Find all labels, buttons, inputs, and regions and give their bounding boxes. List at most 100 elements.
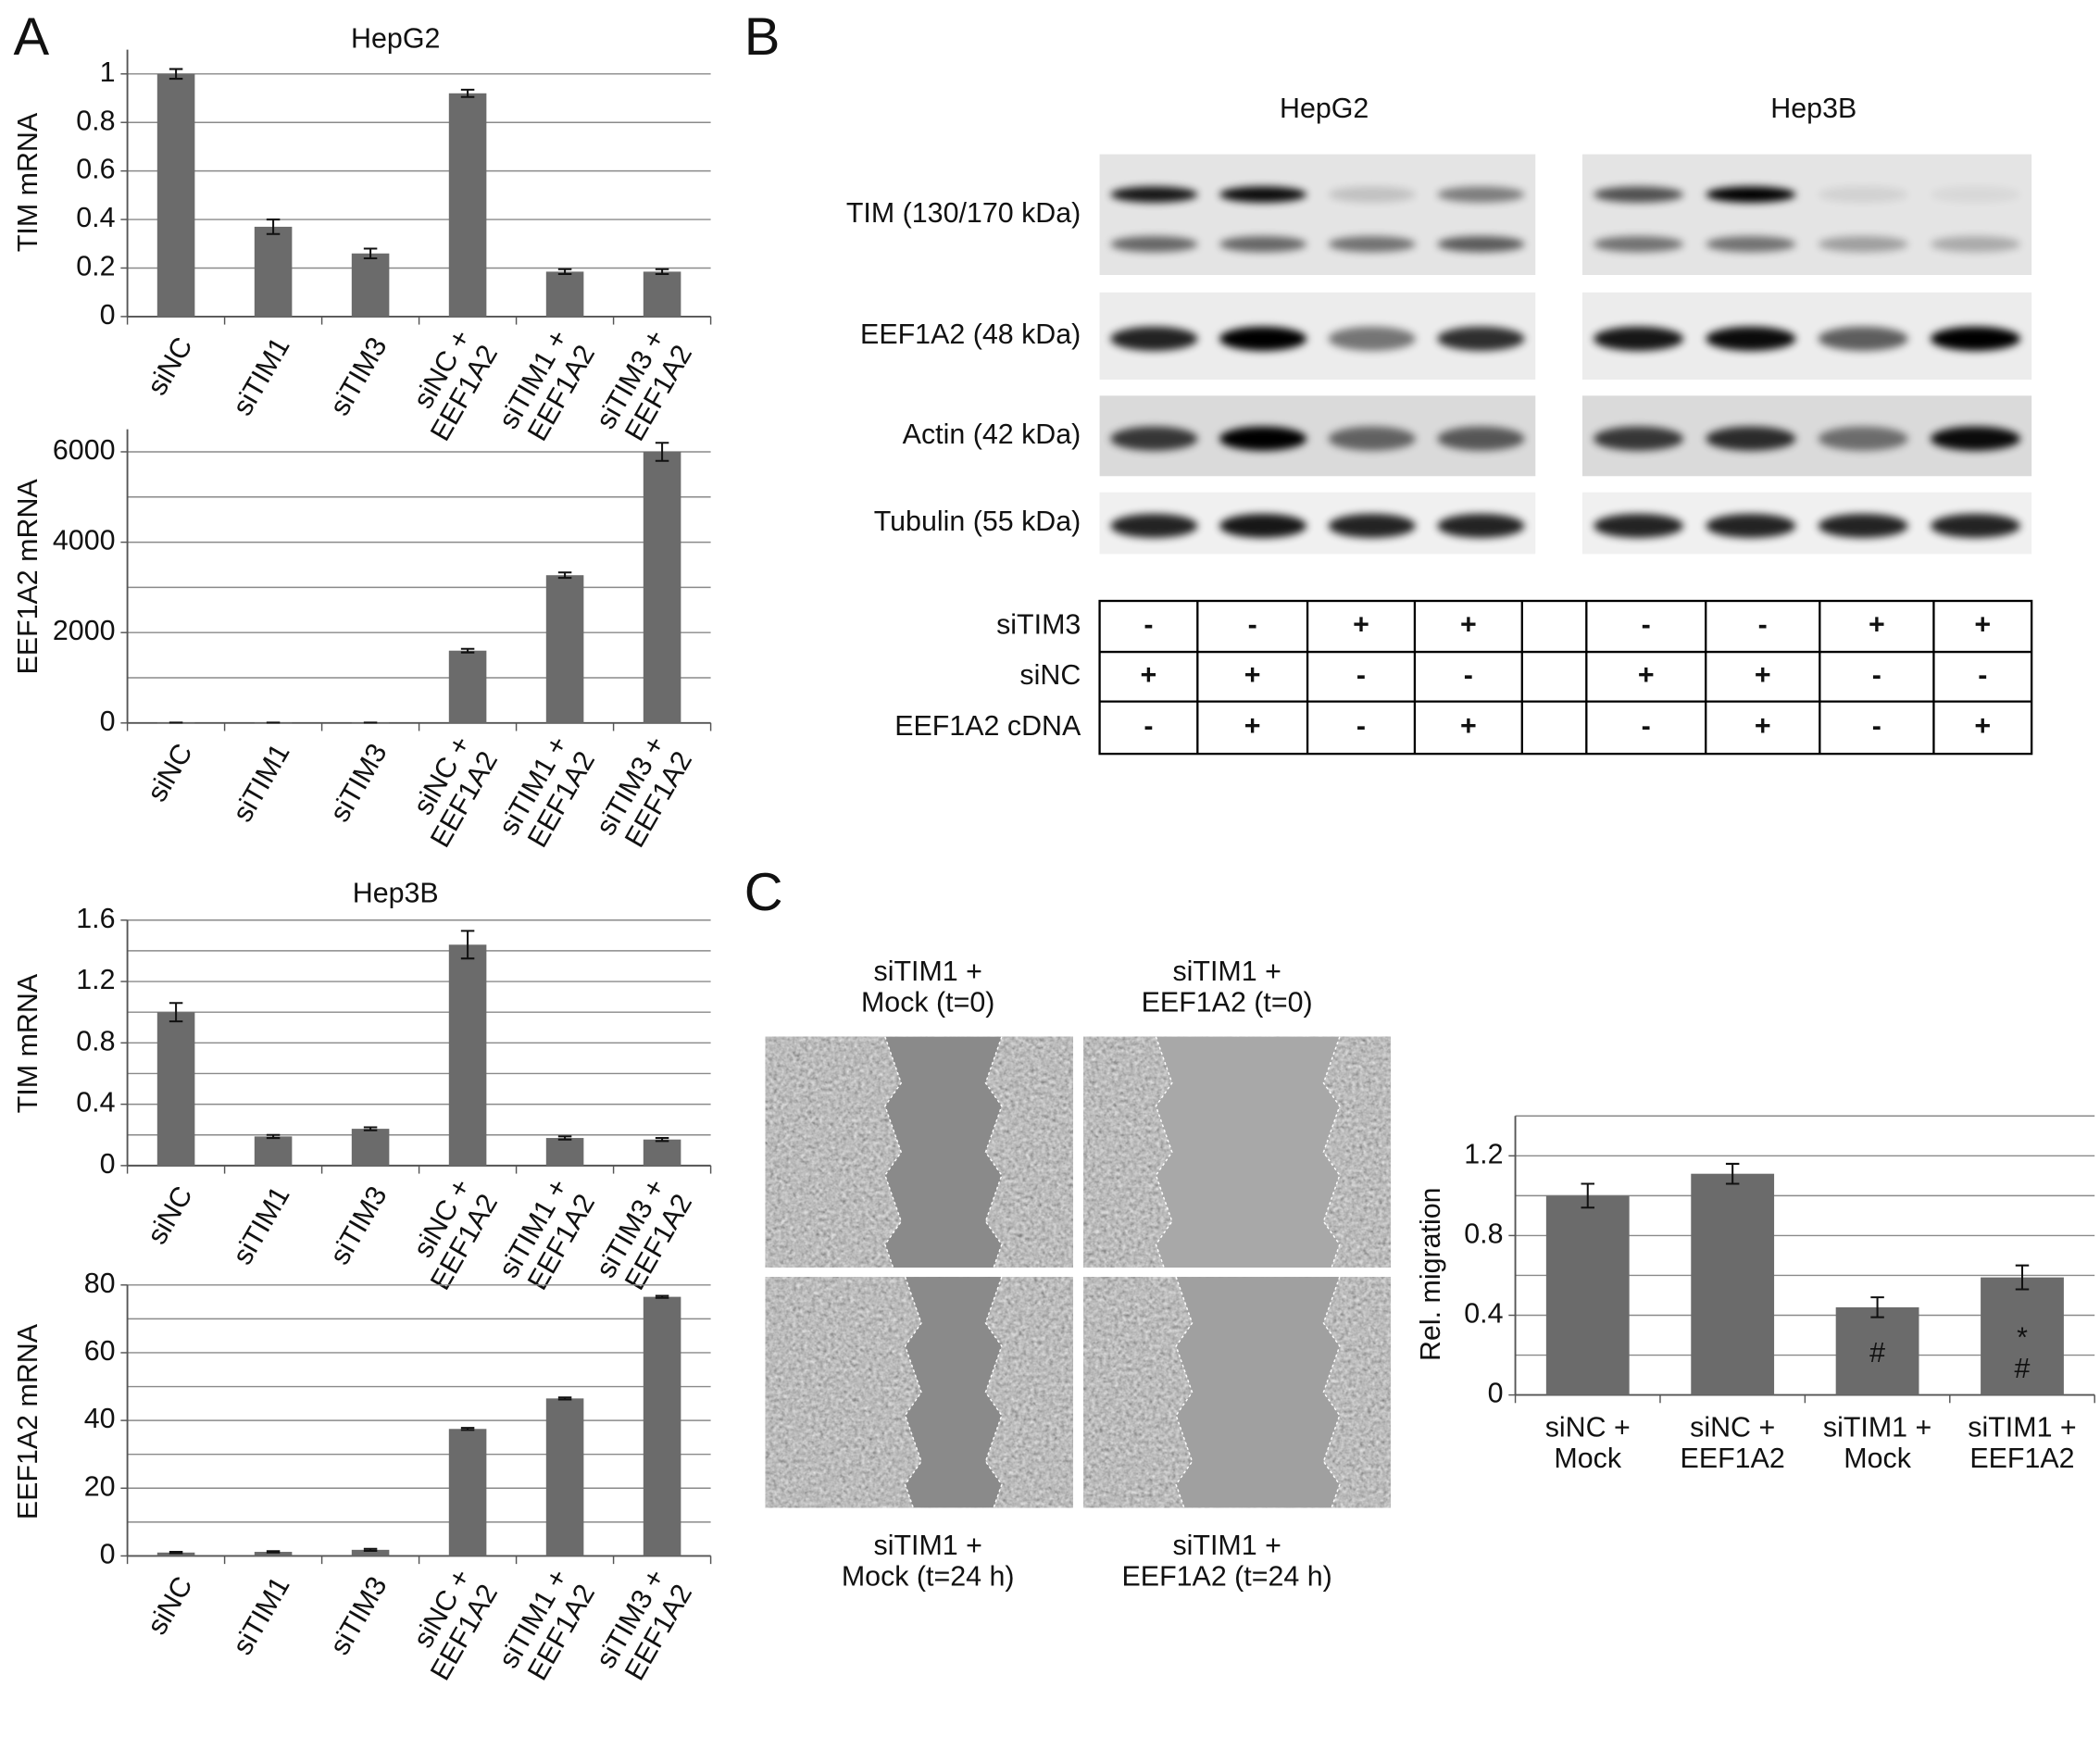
y-tick-label: 6000	[53, 434, 116, 466]
blot-band	[1328, 235, 1416, 253]
wound-gap	[884, 1036, 1002, 1268]
y-axis-label: EEF1A2 mRNA	[12, 1323, 44, 1519]
y-tick-label: 0	[100, 706, 116, 737]
blot-band	[1594, 186, 1684, 203]
blot-band	[1930, 426, 2021, 451]
blot-band	[1219, 426, 1307, 451]
blot-band	[1219, 186, 1307, 203]
x-tick-label: siTIM1	[227, 738, 296, 827]
wound-edge	[984, 1036, 1003, 1268]
bar-annotation: #	[1869, 1337, 1885, 1368]
wound-edge	[884, 1036, 903, 1268]
table-cell: +	[1460, 609, 1477, 641]
bar	[351, 253, 390, 317]
table-cell: -	[1464, 659, 1473, 691]
error-bar	[655, 1294, 669, 1299]
bar	[254, 1552, 293, 1556]
blot-band	[1110, 426, 1198, 451]
blot-band	[1219, 235, 1307, 253]
bar	[448, 650, 487, 723]
error-bar	[557, 571, 572, 580]
table-cell: +	[1974, 609, 1991, 641]
text-line: #	[2015, 1353, 2031, 1384]
y-axis-label: EEF1A2 mRNA	[12, 479, 44, 675]
bar	[351, 1549, 390, 1556]
blot-band	[1706, 235, 1796, 253]
micrograph-label: siTIM1 + Mock (t=24 h)	[842, 1530, 1015, 1592]
x-tick-label: siTIM3 +EEF1A2	[590, 1173, 698, 1298]
y-tick-label: 0	[100, 1538, 116, 1569]
wound-edge	[1175, 1276, 1194, 1508]
error-bar	[169, 1551, 183, 1555]
y-tick-label: 4000	[53, 525, 116, 556]
blot-band	[1594, 326, 1684, 351]
x-tick-label: siTIM3	[324, 1181, 394, 1269]
blot-band	[1328, 186, 1416, 203]
error-bar	[460, 647, 475, 654]
blot-band	[1328, 426, 1416, 451]
panel-label: B	[744, 7, 781, 67]
blot-band	[1594, 513, 1684, 538]
error-bar	[2015, 1264, 2030, 1291]
chart-title: HepG2	[351, 22, 440, 54]
text-line: siTIM1 +	[1172, 956, 1281, 987]
row-label: siNC	[1019, 659, 1081, 691]
protein-label: EEF1A2 (48 kDa)	[860, 319, 1081, 350]
x-tick-label: siNC +EEF1A2	[397, 324, 504, 446]
table-cell: -	[1248, 609, 1257, 641]
table-cell: -	[1758, 609, 1768, 641]
error-bar	[266, 219, 281, 235]
blot-band	[1110, 326, 1198, 351]
blot-band	[1706, 426, 1796, 451]
error-bar	[655, 442, 669, 462]
y-tick-label: 40	[84, 1403, 116, 1434]
text-line: *	[2017, 1321, 2028, 1353]
text-line: siTIM1 +	[1823, 1411, 1931, 1443]
table-cell: +	[1974, 710, 1991, 742]
table-cell: -	[1144, 609, 1153, 641]
x-tick-label: siTIM3 +EEF1A2	[590, 1564, 698, 1689]
error-bar	[1581, 1182, 1594, 1209]
blot-band	[1706, 186, 1796, 203]
blot-band	[1437, 513, 1525, 538]
y-tick-label: 0.8	[76, 1025, 115, 1056]
text-line: siTIM1 +	[873, 956, 981, 987]
bar	[545, 1138, 584, 1166]
y-axis-label: TIM mRNA	[12, 112, 44, 252]
wound-edge	[1155, 1036, 1173, 1268]
protein-label: Actin (42 kDa)	[903, 419, 1081, 450]
x-tick-label: siTIM1 +EEF1A2	[493, 731, 601, 856]
micrograph-label: siTIM1 + EEF1A2 (t=0)	[1142, 956, 1313, 1018]
blot-band	[1110, 235, 1198, 253]
y-tick-label: 0.8	[1464, 1218, 1503, 1249]
text-line: Mock	[1844, 1443, 1911, 1474]
bar	[643, 271, 681, 317]
x-tick-label: siNC +EEF1A2	[1681, 1411, 1785, 1473]
table-cell: -	[1642, 609, 1651, 641]
y-tick-label: 0	[1488, 1378, 1504, 1409]
bar	[254, 226, 293, 317]
blot-band	[1930, 326, 2021, 351]
y-axis-label: Rel. migration	[1415, 1187, 1446, 1361]
blot-band	[1328, 326, 1416, 351]
text-line: Mock (t=24 h)	[842, 1560, 1015, 1592]
blot-band	[1437, 186, 1525, 203]
cell-line-label: HepG2	[1280, 93, 1369, 124]
bar	[156, 73, 195, 317]
x-tick-label: siTIM3	[324, 738, 394, 827]
y-tick-label: 1.2	[76, 964, 115, 995]
error-bar	[266, 1550, 281, 1554]
text-line: siTIM1 +	[1968, 1411, 2076, 1443]
wound-edge	[984, 1276, 1003, 1508]
x-tick-label: siNC + Mock	[1545, 1411, 1631, 1473]
blot-band	[1706, 326, 1796, 351]
error-bar	[363, 1126, 378, 1131]
blot-band	[1818, 513, 1908, 538]
blot-band	[1930, 186, 2021, 203]
text-line: siNC +	[1690, 1411, 1775, 1443]
blot-band	[1437, 326, 1525, 351]
text-line: EEF1A2 (t=24 h)	[1122, 1560, 1332, 1592]
table-cell: +	[1244, 710, 1261, 742]
wound-gap	[905, 1277, 1002, 1508]
